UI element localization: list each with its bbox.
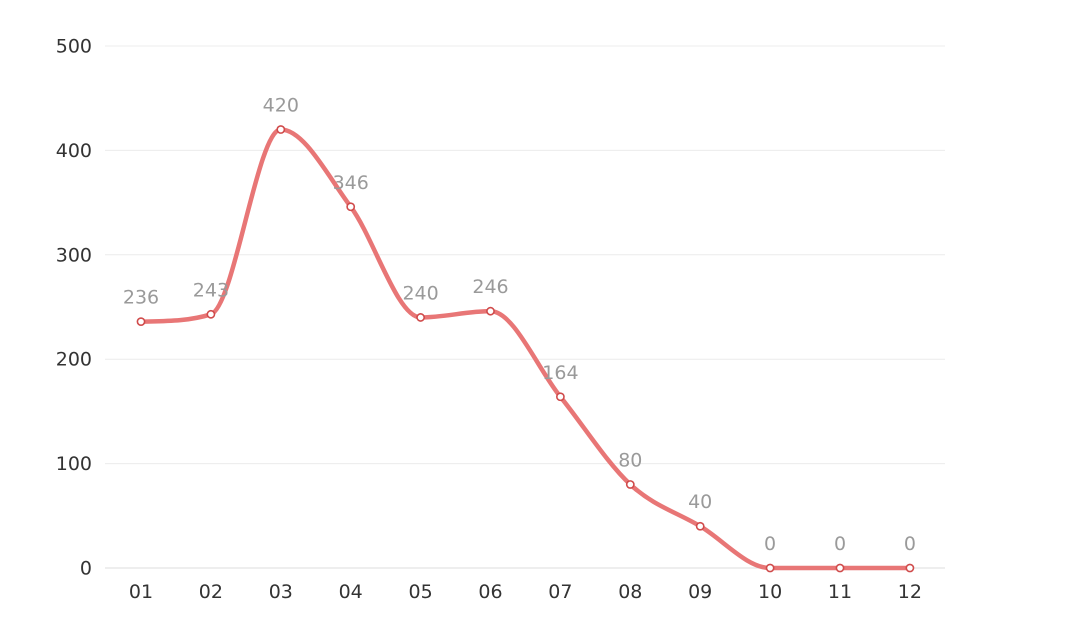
y-tick-label: 100 <box>56 453 92 475</box>
y-tick-label: 200 <box>56 349 92 371</box>
series <box>136 125 915 573</box>
x-tick-label: 12 <box>898 581 922 603</box>
x-tick-label: 05 <box>409 581 433 603</box>
x-tick-label: 06 <box>478 581 502 603</box>
data-point[interactable] <box>136 317 146 327</box>
x-tick-label: 04 <box>339 581 363 603</box>
x-tick-label: 01 <box>129 581 153 603</box>
data-label: 80 <box>618 449 642 471</box>
data-label: 246 <box>472 276 508 298</box>
x-tick-label: 11 <box>828 581 852 603</box>
x-tick-label: 02 <box>199 581 223 603</box>
data-label: 346 <box>333 172 369 194</box>
data-labels: 236 243 420 346 240 246 164 80 40 0 0 0 <box>123 95 916 555</box>
x-tick-label: 08 <box>618 581 642 603</box>
data-point[interactable] <box>695 521 705 531</box>
data-label: 0 <box>834 533 846 555</box>
data-point[interactable] <box>905 563 915 573</box>
x-tick-label: 09 <box>688 581 712 603</box>
series-line <box>138 127 913 571</box>
data-point[interactable] <box>765 563 775 573</box>
x-tick-label: 10 <box>758 581 782 603</box>
data-point[interactable] <box>625 480 635 489</box>
y-tick-label: 500 <box>56 36 92 58</box>
data-label: 236 <box>123 287 159 309</box>
data-label: 240 <box>402 282 438 304</box>
data-label: 0 <box>764 533 776 555</box>
data-point[interactable] <box>486 306 495 316</box>
y-tick-label: 0 <box>80 558 92 580</box>
x-tick-label: 03 <box>269 581 293 603</box>
data-point[interactable] <box>556 392 565 402</box>
data-label: 0 <box>904 533 916 555</box>
data-point[interactable] <box>276 125 286 134</box>
data-label: 164 <box>542 362 578 384</box>
y-axis: 0 100 200 300 400 500 <box>56 36 92 580</box>
x-tick-label: 07 <box>548 581 572 603</box>
data-label: 243 <box>193 279 229 301</box>
data-point[interactable] <box>206 309 216 319</box>
y-tick-label: 400 <box>56 140 92 162</box>
y-tick-label: 300 <box>56 244 92 266</box>
x-axis: 01 02 03 04 05 06 07 08 09 10 11 12 <box>129 581 922 603</box>
data-point[interactable] <box>835 563 845 573</box>
gridlines <box>105 45 945 569</box>
data-label: 420 <box>263 95 299 117</box>
data-point[interactable] <box>416 313 425 322</box>
data-label: 40 <box>688 491 712 513</box>
data-point[interactable] <box>346 202 356 212</box>
